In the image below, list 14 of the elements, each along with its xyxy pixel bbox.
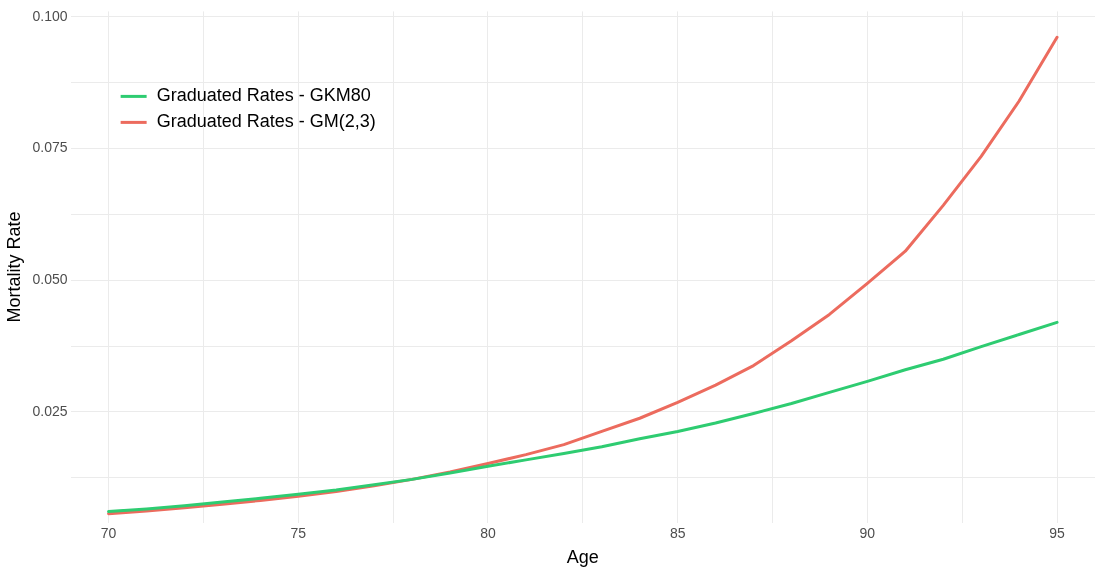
x-axis-title: Age: [566, 547, 599, 568]
y-tick-label: 0.025: [32, 402, 68, 419]
x-tick-label: 80: [480, 524, 496, 541]
y-tick-label: 0.100: [32, 7, 68, 24]
legend-label: Graduated Rates - GKM80: [156, 85, 371, 106]
y-tick-label: 0.050: [32, 271, 68, 288]
x-tick-label: 75: [290, 524, 307, 541]
x-tick-label: 95: [1049, 524, 1066, 541]
x-tick-label: 85: [669, 524, 686, 541]
x-tick-label: 90: [859, 524, 876, 541]
x-tick-label: 70: [100, 524, 117, 541]
y-axis-title: Mortality Rate: [3, 211, 24, 323]
legend-label: Graduated Rates - GM(2,3): [156, 111, 376, 132]
y-tick-label: 0.075: [32, 139, 68, 156]
